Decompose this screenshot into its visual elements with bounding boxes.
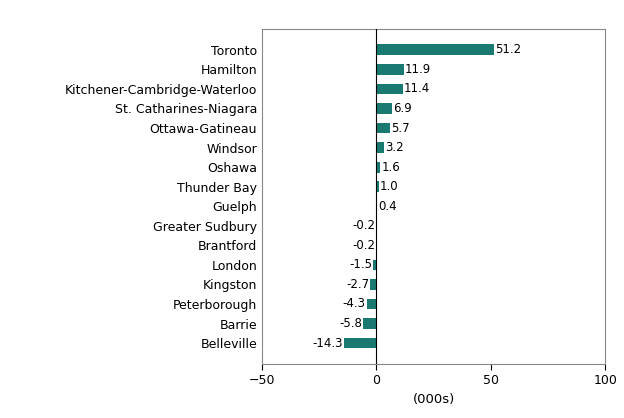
Bar bbox=[376, 122, 389, 133]
Text: 0.4: 0.4 bbox=[379, 200, 397, 213]
Text: -2.7: -2.7 bbox=[346, 278, 369, 291]
Text: 6.9: 6.9 bbox=[393, 102, 412, 115]
Text: -0.2: -0.2 bbox=[352, 219, 375, 232]
Text: -14.3: -14.3 bbox=[312, 336, 343, 349]
Bar bbox=[376, 84, 402, 94]
X-axis label: (000s): (000s) bbox=[412, 393, 455, 405]
Bar bbox=[376, 162, 380, 173]
Text: 51.2: 51.2 bbox=[495, 43, 521, 56]
Text: -1.5: -1.5 bbox=[349, 258, 372, 271]
Text: 5.7: 5.7 bbox=[391, 122, 409, 135]
Bar bbox=[376, 64, 404, 75]
Bar bbox=[370, 279, 376, 290]
Text: -0.2: -0.2 bbox=[352, 239, 375, 252]
Text: -5.8: -5.8 bbox=[339, 317, 362, 330]
Text: -4.3: -4.3 bbox=[343, 298, 366, 311]
Text: 11.9: 11.9 bbox=[405, 63, 431, 76]
Bar bbox=[376, 142, 384, 153]
Text: 3.2: 3.2 bbox=[385, 141, 404, 154]
Text: 1.6: 1.6 bbox=[381, 161, 400, 173]
Bar bbox=[376, 201, 378, 212]
Bar bbox=[376, 181, 379, 192]
Bar bbox=[344, 338, 376, 349]
Text: 1.0: 1.0 bbox=[380, 180, 399, 193]
Bar bbox=[376, 103, 392, 114]
Bar bbox=[373, 260, 376, 270]
Bar bbox=[367, 298, 376, 309]
Bar bbox=[363, 318, 376, 329]
Bar bbox=[376, 44, 494, 55]
Text: 11.4: 11.4 bbox=[404, 82, 430, 95]
